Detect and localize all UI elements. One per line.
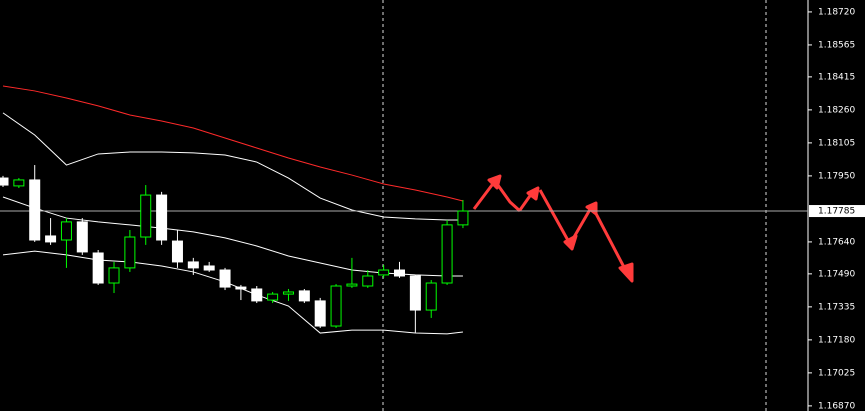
- candle-body: [0, 177, 9, 186]
- candle-body: [251, 288, 263, 302]
- candle-body: [457, 210, 469, 226]
- candle-body: [140, 194, 152, 238]
- arrow-head: [487, 174, 502, 190]
- y-tick-label: 1.18415: [818, 72, 855, 82]
- candle-body: [378, 269, 390, 276]
- candle-body: [203, 265, 215, 271]
- candle-body: [282, 291, 294, 295]
- candle-body: [425, 282, 437, 311]
- arrow-head: [563, 234, 578, 251]
- current-price-label: 1.17785: [818, 207, 855, 217]
- candle-body: [29, 179, 41, 241]
- forecast-arrows: [472, 174, 634, 283]
- y-tick-label: 1.17640: [818, 237, 855, 247]
- current-price-box: [809, 205, 865, 218]
- candle-body: [76, 221, 88, 253]
- arrow-head: [618, 262, 634, 283]
- indicator-line: [2, 112, 463, 221]
- arrow-head: [526, 186, 540, 201]
- candle-body: [13, 179, 25, 187]
- candle-body: [45, 235, 57, 243]
- candle-body: [124, 236, 136, 269]
- y-tick-label: 1.17025: [818, 368, 855, 378]
- candle-body: [92, 252, 104, 284]
- y-tick-label: 1.16870: [818, 401, 855, 411]
- candle-body: [362, 275, 374, 287]
- candle-body: [219, 269, 231, 288]
- y-tick-label: 1.18565: [818, 40, 855, 50]
- y-tick-label: 1.17490: [818, 269, 855, 279]
- y-tick-label: 1.17950: [818, 171, 855, 181]
- candle-body: [108, 267, 120, 284]
- y-tick-label: 1.18105: [818, 138, 855, 148]
- candle-body: [267, 293, 279, 301]
- candle-body: [60, 221, 72, 241]
- y-tick-label: 1.17180: [818, 335, 855, 345]
- candle-body: [346, 283, 358, 287]
- candle-body: [330, 285, 342, 327]
- forecast-arrow: [538, 189, 628, 272]
- forecast-arrow: [472, 179, 522, 213]
- candle-body: [298, 290, 310, 302]
- candle-body: [441, 224, 453, 284]
- indicator-line: [2, 85, 464, 202]
- candle-body: [409, 275, 421, 311]
- candle-body: [187, 261, 199, 269]
- y-tick-label: 1.18260: [818, 105, 855, 115]
- current-price-tag: 1.17785: [809, 205, 865, 218]
- candle-body: [314, 300, 326, 327]
- y-tick-label: 1.18720: [818, 7, 855, 17]
- candle-body: [235, 286, 247, 290]
- candle-body: [156, 194, 168, 241]
- y-tick-label: 1.17335: [818, 302, 855, 312]
- candle-body: [171, 240, 183, 263]
- candle-body: [394, 269, 405, 277]
